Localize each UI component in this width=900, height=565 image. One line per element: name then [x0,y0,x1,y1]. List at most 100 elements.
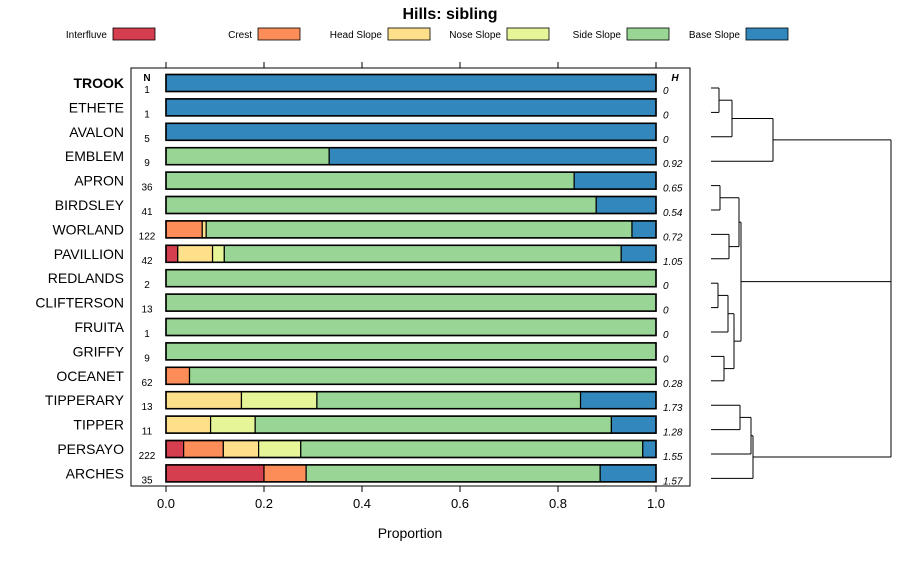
y-tick-label: AVALON [69,124,124,140]
bar-outline [165,122,657,142]
y-tick-label: OCEANET [56,368,124,384]
n-value: 42 [141,256,153,267]
y-tick-label: APRON [74,173,124,189]
bar-outline [165,268,657,288]
h-value: 0 [663,306,669,317]
bar-outline [165,317,657,337]
bar-segment [165,171,575,190]
y-tick-label: TIPPER [73,417,124,433]
y-tick-label: TROOK [73,75,124,91]
y-tick-label: TIPPERARY [45,392,125,408]
h-value: 1.55 [663,452,683,463]
bar-segment [165,366,191,385]
y-tick-label: REDLANDS [48,270,124,286]
h-value: 0 [663,354,669,365]
bar-segment [177,244,214,263]
n-value: 11 [142,427,153,438]
bar-segment [209,415,256,434]
legend-swatch [626,27,670,41]
bar-segment [631,220,657,239]
bar-segment [258,439,302,459]
x-tick-label: 0.4 [353,496,371,511]
n-value: 41 [141,207,153,218]
y-tick-label: ETHETE [69,99,124,115]
bar-segment [165,391,243,410]
n-value: 1 [144,329,150,340]
legend-label: Crest [228,30,252,41]
bar-segment [642,439,657,459]
bar-segment [165,293,657,312]
x-tick-label: 0.0 [157,496,175,511]
n-value: 9 [144,158,150,169]
n-value: 222 [139,451,156,462]
h-value: 0.92 [663,159,683,170]
n-value: 36 [141,183,153,194]
x-tick-label: 1.0 [647,496,665,511]
legend-label: Base Slope [689,30,741,41]
chart-title: Hills: sibling [402,6,497,23]
bar-segment [205,220,633,239]
y-tick-label: ARCHES [66,465,124,481]
legend-swatch [506,27,550,41]
bar-segment [222,439,260,459]
bar-segment [165,122,657,141]
n-value: 1 [144,85,150,96]
bar-segment [316,391,582,410]
h-value: 0.54 [663,208,683,219]
bar-segment [263,464,307,483]
bar-outline [165,439,657,459]
legend: Interfluve Crest Head Slope Nose Slope Side … [66,27,789,41]
n-value: 1 [144,109,150,120]
y-tick-label: FRUITA [74,319,124,335]
n-value: 122 [139,231,156,242]
bar-outline [165,171,657,190]
x-tick-label: 0.8 [549,496,567,511]
bar-segment [165,464,265,483]
plot-area: 0.0 0.2 0.4 0.6 0.8 1.0 N H TROOK 1 0 ETHETE 1 0 AVALO… [35,62,691,511]
bar-segment [165,269,657,288]
bar-outline [165,342,657,361]
h-value: 0 [663,86,669,97]
bar-outline [165,366,657,386]
bar-segment [595,195,657,215]
legend-label: Side Slope [573,30,622,41]
y-tick-label: EMBLEM [65,148,124,164]
bar-segment [165,98,657,117]
h-value: 0 [663,330,669,341]
bar-segment [165,220,203,239]
h-value: 0.72 [663,232,683,243]
bar-segment [305,464,601,483]
h-value: 1.57 [663,476,683,487]
bar-segment [328,147,657,166]
legend-swatch [112,27,156,41]
bar-outline [165,415,657,434]
plot-frame [130,67,691,487]
bar-segment [610,415,657,434]
bar-segment [573,171,657,190]
bar-segment [165,342,657,361]
bar-segment [188,366,657,385]
x-tick-label: 0.6 [451,496,469,511]
bar-segment [300,439,644,459]
y-tick-label: GRIFFY [73,343,125,359]
h-value: 1.73 [663,403,683,414]
h-header: H [671,73,679,84]
n-value: 5 [144,134,150,145]
n-value: 13 [141,305,153,316]
bar-segment [165,73,657,93]
dendrogram [711,87,892,479]
y-tick-label: WORLAND [52,221,124,237]
x-tick-label: 0.2 [255,496,273,511]
bar-segment [254,415,613,434]
legend-swatch [745,27,789,41]
n-value: 13 [141,402,153,413]
bar-outline [165,98,657,117]
bar-segment [223,244,622,263]
x-axis-label: Proportion [378,525,443,541]
y-tick-label: PERSAYO [57,441,124,457]
bar-outline [165,390,657,410]
n-value: 62 [141,378,153,389]
h-value: 0.28 [663,379,683,390]
